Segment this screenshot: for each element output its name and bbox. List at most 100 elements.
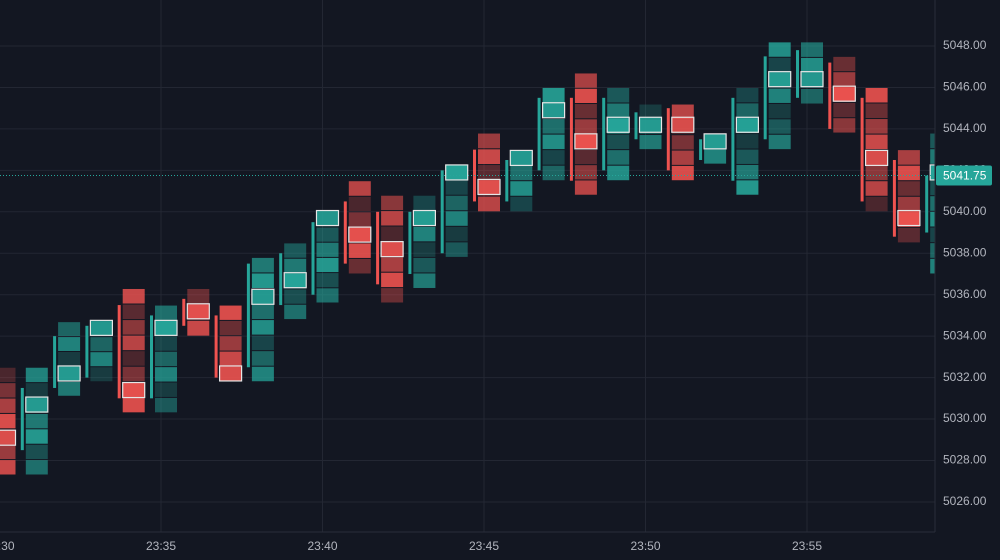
x-tick-label: 23:45 xyxy=(469,539,499,553)
footprint-cell xyxy=(155,351,177,367)
poc-box xyxy=(509,149,533,167)
footprint-cell xyxy=(219,336,242,351)
x-tick-label: 23:50 xyxy=(630,539,660,553)
footprint-cell xyxy=(219,305,242,320)
footprint-cell xyxy=(478,196,500,212)
footprint-cell xyxy=(413,226,436,242)
footprint-cell xyxy=(0,460,16,475)
footprint-cell xyxy=(897,165,920,181)
candle-body xyxy=(828,62,832,129)
candle-body xyxy=(892,159,896,237)
poc-box xyxy=(122,381,146,399)
poc-box xyxy=(897,209,921,227)
y-tick-label: 5046.00 xyxy=(943,80,987,94)
footprint-cell xyxy=(284,243,307,258)
footprint-cell xyxy=(0,413,16,429)
footprint-cell xyxy=(284,258,307,274)
footprint-cell xyxy=(768,103,791,119)
footprint-cell xyxy=(348,196,371,212)
footprint-cell xyxy=(25,429,48,444)
footprint-cell xyxy=(930,243,935,258)
footprint-cell xyxy=(607,134,630,150)
footprint-cell xyxy=(122,366,145,382)
y-tick-label: 5034.00 xyxy=(943,328,987,342)
footprint-cell xyxy=(478,165,500,180)
poc-box xyxy=(864,149,889,167)
footprint-cell xyxy=(0,444,16,460)
poc-box xyxy=(89,319,114,336)
footprint-cell xyxy=(671,165,694,181)
footprint-cell xyxy=(607,87,630,103)
candle-body xyxy=(440,170,444,254)
footprint-cell xyxy=(833,56,856,72)
footprint-cell xyxy=(445,242,468,257)
footprint-cell xyxy=(736,180,759,195)
poc-box xyxy=(768,71,792,88)
footprint-cell xyxy=(671,104,694,119)
footprint-cell xyxy=(833,102,856,118)
footprint-cell xyxy=(284,289,307,304)
footprint-cell xyxy=(865,87,888,103)
footprint-cell xyxy=(801,57,823,73)
footprint-cell xyxy=(510,181,533,196)
footprint-cell xyxy=(542,165,565,181)
footprint-cell xyxy=(510,196,533,212)
footprint-cell xyxy=(413,257,436,273)
footprint-cell xyxy=(865,196,888,212)
footprint-cell xyxy=(0,367,16,383)
footprint-cell xyxy=(155,367,177,382)
x-tick-label: 23:30 xyxy=(0,539,15,553)
footprint-cell xyxy=(251,304,274,320)
poc-box xyxy=(832,85,856,102)
footprint-cell xyxy=(478,149,500,165)
footprint-cell xyxy=(58,322,81,337)
footprint-cell xyxy=(478,133,500,149)
footprint-cell xyxy=(58,337,81,351)
footprint-cell xyxy=(445,226,468,242)
candle-body xyxy=(666,108,670,171)
poc-box xyxy=(671,116,695,133)
footprint-cell xyxy=(25,367,48,383)
footprint-cell xyxy=(187,288,210,304)
footprint-cell xyxy=(704,149,727,164)
footprint-cell xyxy=(90,352,113,367)
candle-body xyxy=(85,325,89,378)
footprint-cell xyxy=(671,135,694,150)
footprint-cell xyxy=(348,181,371,196)
footprint-cell xyxy=(897,227,920,243)
footprint-cell xyxy=(865,103,888,119)
footprint-cell xyxy=(930,133,935,149)
footprint-cell xyxy=(768,119,791,134)
footprint-cell xyxy=(801,42,823,57)
footprint-cell xyxy=(897,196,920,212)
footprint-cell xyxy=(381,211,404,226)
footprint-cell xyxy=(316,227,339,242)
footprint-cell xyxy=(736,103,759,118)
footprint-cell xyxy=(445,180,468,195)
footprint-cell xyxy=(445,211,468,226)
poc-box xyxy=(219,365,243,382)
last-price-label: 5041.75 xyxy=(943,169,987,183)
candle-body xyxy=(376,211,380,285)
footprint-cell xyxy=(413,195,436,211)
candle-body xyxy=(634,112,638,140)
footprint-cell xyxy=(833,118,856,133)
y-tick-label: 5038.00 xyxy=(943,245,987,259)
footprint-cell xyxy=(768,88,791,103)
footprint-cell xyxy=(251,273,274,288)
candle-body xyxy=(53,336,57,388)
footprint-cell xyxy=(251,351,274,366)
candle-body xyxy=(860,97,864,202)
y-tick-label: 5026.00 xyxy=(943,494,987,508)
footprint-cell xyxy=(865,119,888,134)
candle-body xyxy=(505,159,509,202)
footprint-cell xyxy=(58,351,81,366)
footprint-cell xyxy=(639,104,662,119)
footprint-cell xyxy=(251,320,274,335)
footprint-cell xyxy=(25,413,48,429)
footprint-cell xyxy=(736,87,759,103)
footprint-cell xyxy=(0,383,16,398)
footprint-cell xyxy=(316,288,339,303)
footprint-cell xyxy=(316,273,339,288)
footprint-cell xyxy=(833,72,856,87)
